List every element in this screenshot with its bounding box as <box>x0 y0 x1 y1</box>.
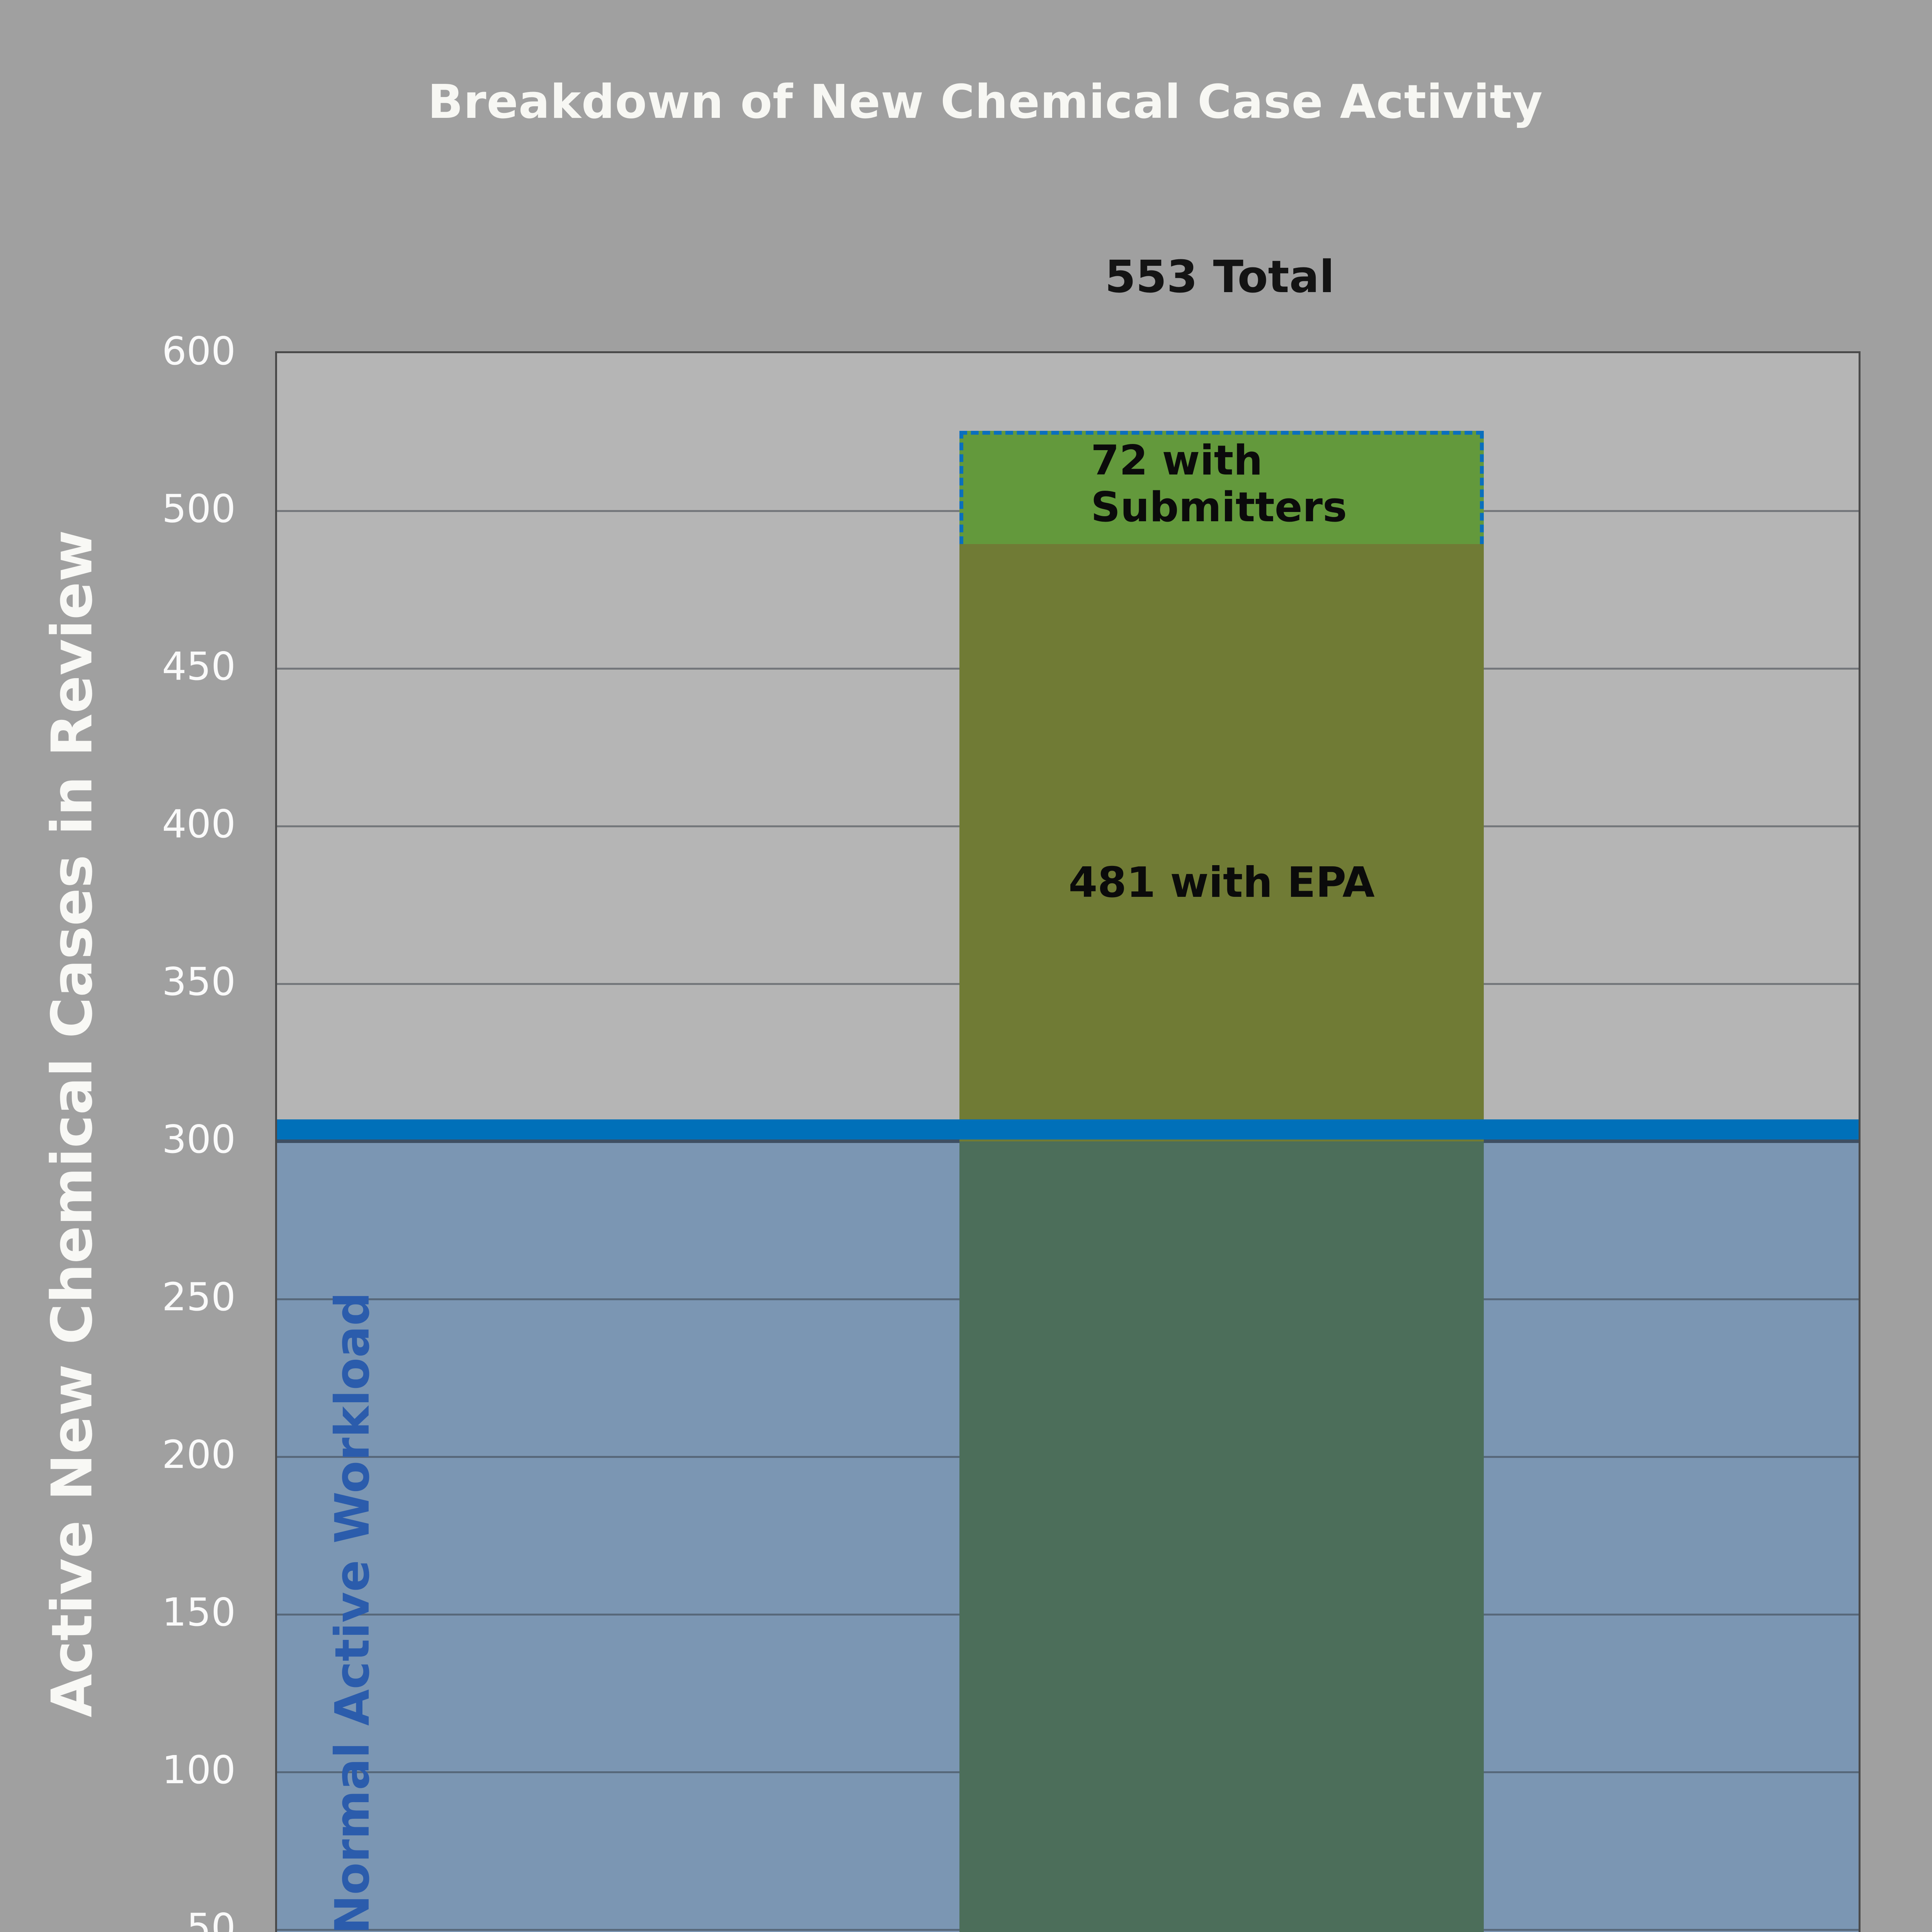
bar-epa-segment <box>959 544 1484 1141</box>
y-axis-tick-label: 350 <box>162 959 236 1004</box>
y-axis-tick-label: 500 <box>162 486 236 531</box>
y-axis-tick-label: 450 <box>162 644 236 689</box>
y-axis-tick-label: 100 <box>162 1747 236 1793</box>
y-axis-tick-label: 300 <box>162 1117 236 1162</box>
y-axis-tick-label: 600 <box>162 328 236 374</box>
normal-workload-band-label: Normal Active Workload <box>325 1292 380 1932</box>
bar-submitters-label-line1: 72 with <box>1091 437 1263 484</box>
y-axis-tick-label: 150 <box>162 1590 236 1635</box>
y-axis-tick-label: 50 <box>186 1905 236 1932</box>
total-label: 553 Total <box>1105 251 1335 303</box>
plot-area: 72 with Submitters 481 with EPA Normal A… <box>275 351 1861 1932</box>
y-axis-tick-label: 400 <box>162 801 236 847</box>
y-axis-tick-label: 250 <box>162 1274 236 1320</box>
chart-title: Breakdown of New Chemical Case Activity <box>427 75 1543 129</box>
normal-workload-threshold-line <box>277 1119 1859 1139</box>
bar-epa-label: 481 with EPA <box>1068 859 1375 907</box>
y-axis-tick-label: 200 <box>162 1432 236 1477</box>
bar-submitters-label-line2: Submitters <box>1091 483 1347 531</box>
bar-epa-over-band-segment <box>959 1141 1484 1932</box>
y-axis-title: Active New Chemical Cases in Review <box>39 530 105 1718</box>
bar-submitters-segment: 72 with Submitters <box>959 431 1484 544</box>
bar-submitters-label: 72 with Submitters <box>1091 437 1347 531</box>
